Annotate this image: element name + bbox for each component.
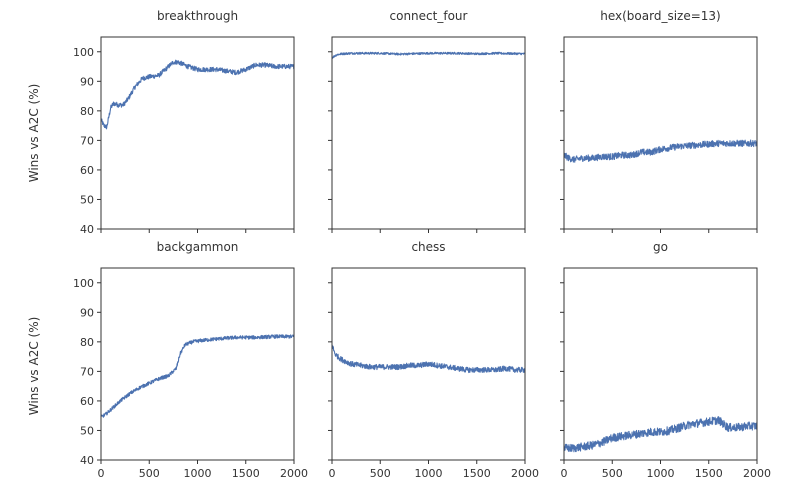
y-tick-label: 70 (80, 134, 94, 147)
series-line (331, 51, 526, 59)
y-axis-label-top: Wins vs A2C (%) (27, 84, 41, 183)
y-tick-label: 70 (80, 365, 94, 378)
y-tick-label: 80 (80, 336, 94, 349)
x-tick-label: 500 (602, 467, 623, 480)
panel-breakthrough: breakthrough 40 50 60 70 80 90 100 (73, 9, 295, 236)
x-tick-label: 0 (329, 467, 336, 480)
panel-hex-board-size-13-: hex(board_size=13) (560, 9, 758, 233)
x-tick-label: 1500 (695, 467, 723, 480)
x-tick-label: 0 (98, 467, 105, 480)
y-tick-label: 90 (80, 306, 94, 319)
x-tick-label: 1000 (647, 467, 675, 480)
x-tick-label: 500 (139, 467, 160, 480)
x-tick-label: 1000 (415, 467, 443, 480)
series-line (100, 59, 295, 130)
x-tick-label: 1500 (232, 467, 260, 480)
y-tick-label: 40 (80, 454, 94, 467)
series-line (100, 334, 295, 418)
panel-connect-four: connect_four (328, 9, 526, 233)
panel-go: go 0 500 1000 1500 2000 (560, 240, 771, 480)
y-tick-label: 50 (80, 193, 94, 206)
y-tick-label: 80 (80, 105, 94, 118)
x-tick-label: 1000 (184, 467, 212, 480)
series-line (331, 344, 526, 374)
panel-title: chess (411, 240, 445, 254)
axes-frame (331, 36, 526, 230)
panel-title: breakthrough (157, 9, 238, 23)
series-line (563, 139, 758, 163)
y-tick-label: 100 (73, 277, 94, 290)
axes-frame (100, 267, 295, 461)
x-tick-label: 1500 (463, 467, 491, 480)
axes-frame (563, 36, 758, 230)
y-tick-label: 60 (80, 395, 94, 408)
y-tick-label: 90 (80, 75, 94, 88)
y-tick-label: 100 (73, 46, 94, 59)
y-tick-label: 60 (80, 164, 94, 177)
series-line (563, 416, 758, 453)
y-tick-label: 40 (80, 223, 94, 236)
x-tick-label: 2000 (743, 467, 771, 480)
x-tick-label: 2000 (280, 467, 308, 480)
panel-title: go (653, 240, 668, 254)
panel-chess: chess 0 500 1000 1500 2000 (328, 240, 539, 480)
y-axis-label-bottom: Wins vs A2C (%) (27, 317, 41, 416)
panel-title: hex(board_size=13) (600, 9, 721, 23)
panel-title: connect_four (390, 9, 468, 23)
x-tick-label: 0 (561, 467, 568, 480)
panels-layer: breakthrough 40 50 60 70 80 90 100 connect_four h… (73, 9, 771, 480)
panel-title: backgammon (157, 240, 239, 254)
x-tick-label: 2000 (511, 467, 539, 480)
y-tick-label: 50 (80, 424, 94, 437)
x-tick-label: 500 (370, 467, 391, 480)
